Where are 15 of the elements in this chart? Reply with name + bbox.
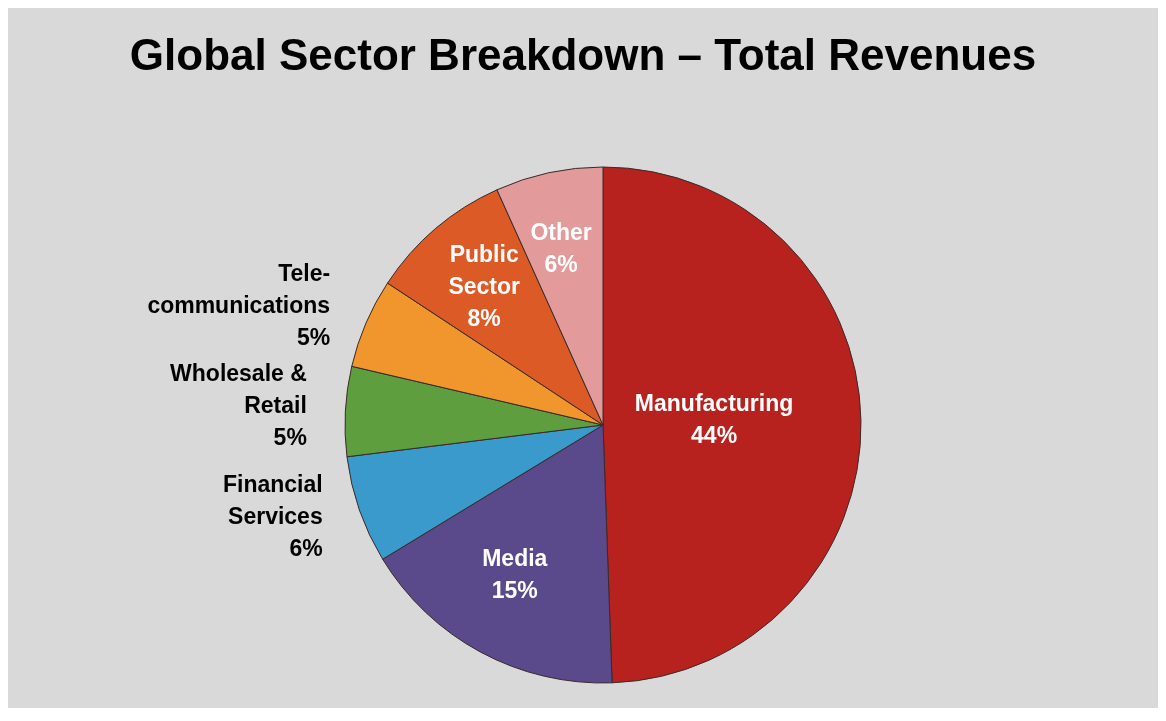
slice-label: Media	[482, 545, 548, 572]
slice-label: Public Sector	[448, 241, 521, 300]
slice-label: Financial Services	[223, 470, 323, 529]
data-label: 44%	[691, 422, 738, 449]
slice-label: Tele-communications	[147, 259, 331, 318]
data-label: 6%	[544, 251, 578, 278]
slice-label: Other	[530, 219, 592, 246]
data-label: 5%	[273, 423, 307, 450]
data-label: 15%	[491, 577, 538, 604]
slice-label: Wholesale & Retail	[170, 359, 307, 418]
data-label: 6%	[289, 534, 323, 561]
slice-label: Manufacturing	[634, 390, 794, 417]
chart-title: Global Sector Breakdown – Total Revenues	[129, 30, 1037, 79]
data-label: 8%	[467, 305, 501, 332]
data-label: 5%	[296, 323, 331, 350]
